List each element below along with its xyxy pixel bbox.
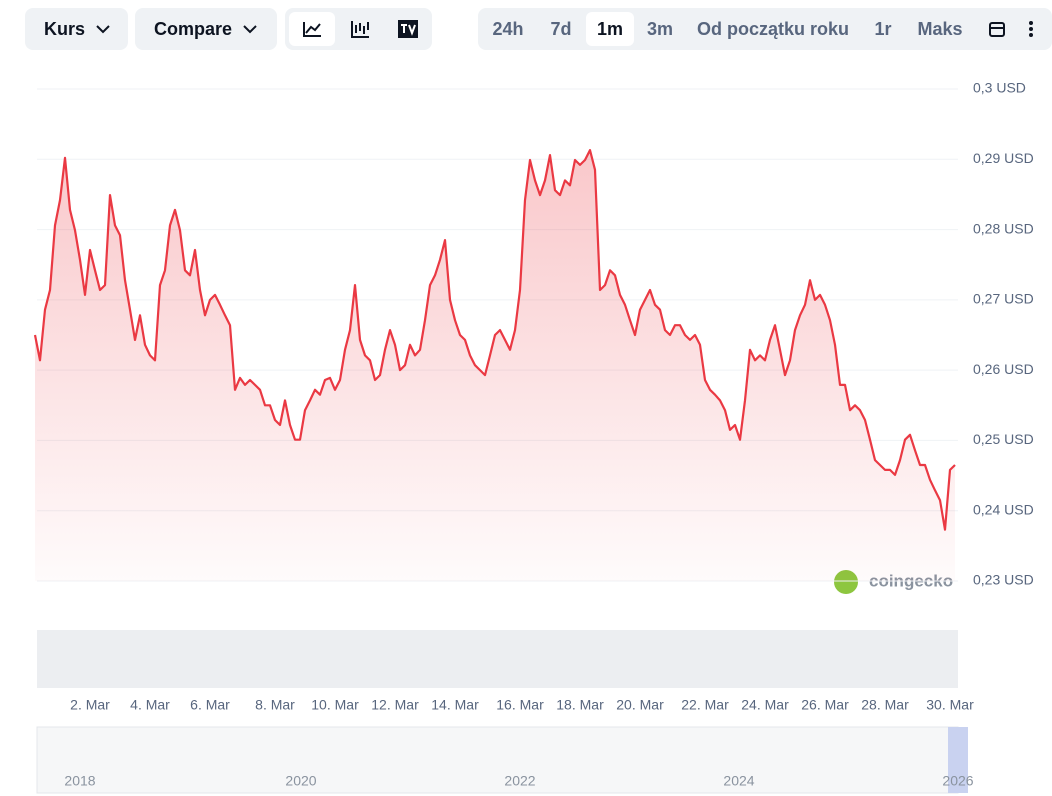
navigator-label: 2024 [723,773,754,789]
navigator-label: 2020 [285,773,316,789]
chart-type-group [285,8,432,50]
y-tick-label: 0,26 USD [973,361,1034,377]
navigator-handle[interactable] [948,727,968,793]
tradingview-button[interactable] [385,12,431,46]
chevron [96,25,110,34]
navigator-label: 2026 [942,773,973,789]
compare-menu-label: Compare [154,18,233,39]
price-menu[interactable]: Kurs [25,8,128,50]
x-tick-label: 18. Mar [556,697,604,713]
navigator-label: 2022 [504,773,535,789]
navigator-label: 2018 [64,773,95,789]
volume-band [37,630,958,688]
candle-icon [351,21,369,38]
compare-menu[interactable]: Compare [135,8,277,50]
watermark: coingecko [869,571,953,590]
coingecko-logo [834,570,858,594]
line-icon [303,22,321,37]
range-button[interactable]: Maks [917,18,963,39]
x-tick-label: 14. Mar [431,697,479,713]
y-tick-label: 0,27 USD [973,291,1034,307]
more-button[interactable] [1020,12,1042,46]
range-button[interactable]: 1r [874,18,892,39]
x-tick-label: 4. Mar [130,697,170,713]
candle-chart-button[interactable] [337,12,383,46]
y-tick-label: 0,3 USD [973,80,1026,96]
area-fill [35,150,955,581]
x-tick-label: 8. Mar [255,697,295,713]
range-group [478,8,1052,50]
y-tick-label: 0,25 USD [973,431,1034,447]
y-tick-label: 0,24 USD [973,501,1034,517]
range-button[interactable]: Od początku roku [696,18,849,39]
x-tick-label: 16. Mar [496,697,544,713]
y-tick-label: 0,23 USD [973,572,1034,588]
y-tick-label: 0,29 USD [973,150,1034,166]
x-tick-label: 2. Mar [70,697,110,713]
y-tick-label: 0,28 USD [973,220,1034,236]
calendar-button[interactable] [983,12,1011,46]
x-tick-label: 12. Mar [371,697,419,713]
range-button[interactable]: 1m [586,12,634,46]
x-tick-label: 30. Mar [926,697,974,713]
price-menu-label: Kurs [44,18,86,39]
price-line [33,149,956,531]
x-tick-label: 22. Mar [681,697,729,713]
x-tick-label: 10. Mar [311,697,359,713]
calendar-icon [989,22,1005,37]
x-tick-label: 26. Mar [801,697,849,713]
range-button[interactable]: 3m [646,18,673,39]
navigator [36,726,959,794]
x-tick-label: 20. Mar [616,697,664,713]
more-icon [1029,21,1033,37]
tradingview-icon [398,20,418,38]
x-tick-label: 6. Mar [190,697,230,713]
x-tick-label: 28. Mar [861,697,909,713]
chevron [243,25,257,34]
line-chart-button[interactable] [289,12,335,46]
range-button[interactable]: 7d [550,18,572,39]
x-tick-label: 24. Mar [741,697,789,713]
range-button[interactable]: 24h [492,18,524,39]
